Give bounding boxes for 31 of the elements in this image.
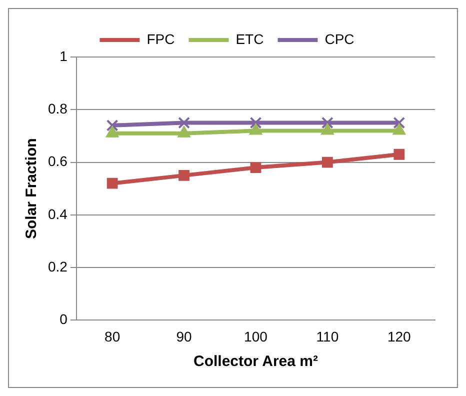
y-tick-label: 0.8: [48, 100, 68, 116]
point: [393, 116, 406, 129]
legend-label: FPC: [146, 30, 175, 47]
point: [106, 178, 118, 189]
x-tick-label: 100: [244, 328, 268, 344]
point: [177, 126, 191, 138]
point: [249, 123, 262, 135]
legend-label: CPC: [324, 30, 354, 47]
y-axis-title: Solar Fraction: [23, 138, 40, 240]
point: [322, 156, 333, 168]
y-tick-label: 0: [60, 311, 68, 328]
point: [106, 126, 119, 138]
x-tick-label: 90: [176, 328, 192, 344]
point: [106, 119, 118, 132]
x-tick-label: 80: [104, 328, 120, 344]
point: [321, 116, 334, 129]
point: [250, 116, 262, 129]
point: [392, 123, 406, 135]
y-tick-label: 0.6: [48, 153, 68, 170]
y-tick-label: 0.2: [48, 258, 68, 274]
point: [250, 162, 262, 173]
x-tick-label: 110: [316, 328, 339, 344]
point: [394, 148, 405, 160]
y-tick-label: 1: [60, 48, 68, 64]
point: [178, 116, 190, 129]
point: [320, 123, 334, 135]
legend-label: ETC: [236, 30, 264, 47]
x-tick-label: 120: [387, 328, 412, 344]
x-axis-title: Collector Area m²: [193, 353, 318, 370]
y-tick-label: 0.4: [48, 206, 68, 222]
point: [178, 170, 190, 181]
